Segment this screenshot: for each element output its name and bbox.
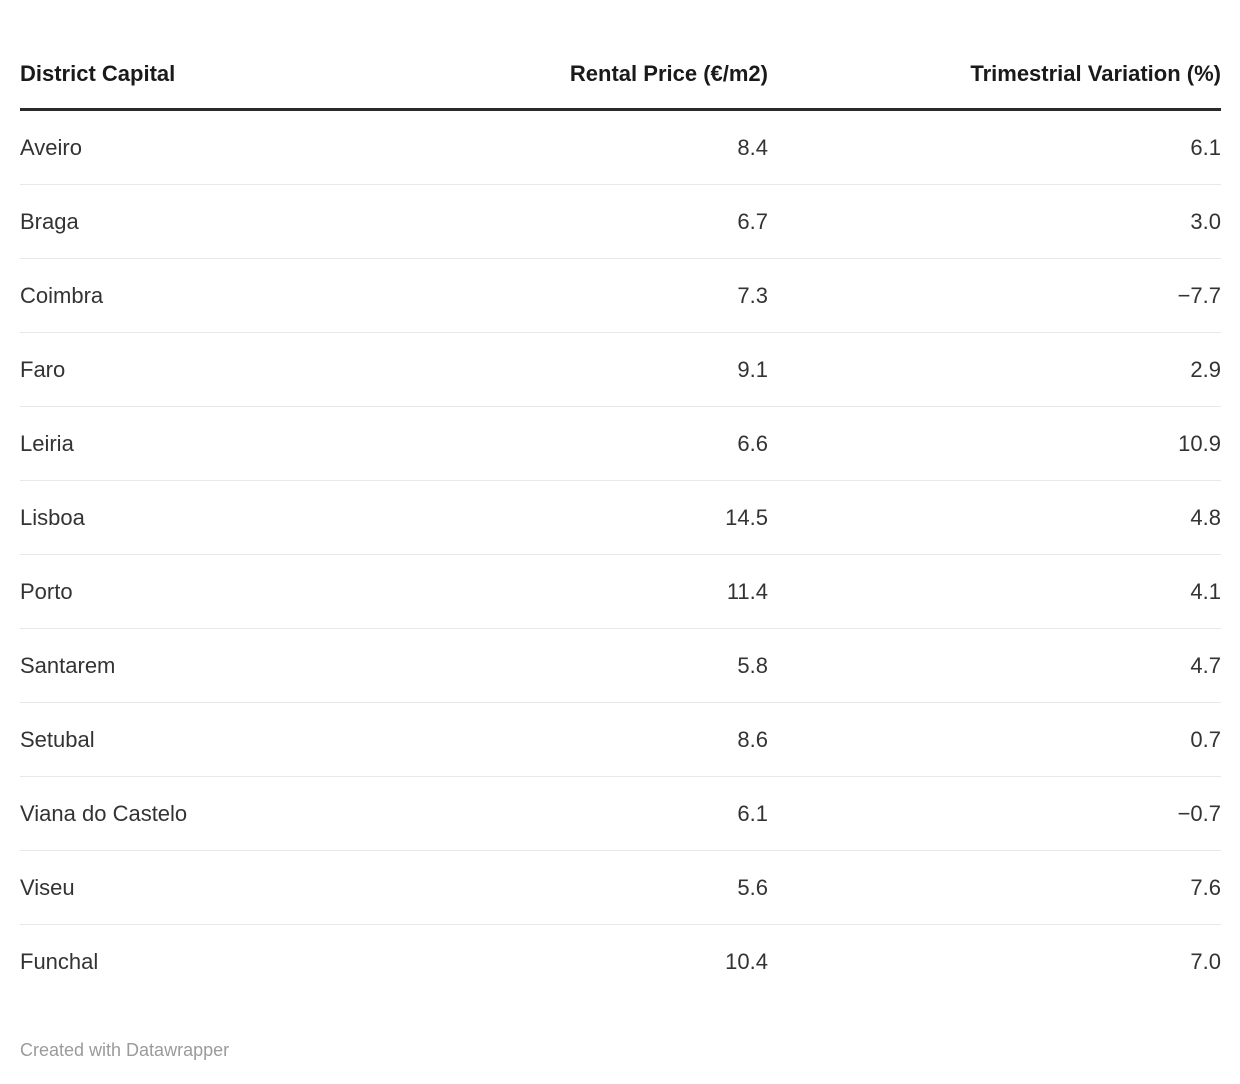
table-row: Funchal 10.4 7.0 bbox=[20, 925, 1221, 999]
cell-district-capital: Santarem bbox=[20, 628, 394, 703]
table-row: Braga 6.7 3.0 bbox=[20, 184, 1221, 259]
cell-rental-price: 8.4 bbox=[394, 109, 768, 185]
cell-trimestrial-variation: 4.7 bbox=[768, 628, 1221, 703]
cell-trimestrial-variation: 6.1 bbox=[768, 109, 1221, 185]
header-row: District Capital Rental Price (€/m2) Tri… bbox=[20, 40, 1221, 111]
cell-trimestrial-variation: 7.0 bbox=[1190, 948, 1221, 974]
table-row: Lisboa 14.5 4.8 bbox=[20, 480, 1221, 555]
table-row: Aveiro 8.4 6.1 bbox=[20, 109, 1221, 185]
cell-district-capital: Viseu bbox=[20, 850, 394, 925]
cell-rental-price: 9.1 bbox=[394, 332, 768, 407]
cell-rental-price: 10.4 bbox=[725, 948, 768, 974]
cell-trimestrial-variation: 7.6 bbox=[768, 850, 1221, 925]
cell-rental-price: 7.3 bbox=[394, 258, 768, 333]
cell-district-capital: Funchal bbox=[20, 948, 99, 974]
table-row: Setubal 8.6 0.7 bbox=[20, 702, 1221, 777]
column-header-district-capital: District Capital bbox=[20, 40, 394, 111]
data-table: District Capital Rental Price (€/m2) Tri… bbox=[20, 40, 1221, 998]
cell-district-capital: Aveiro bbox=[20, 109, 394, 185]
cell-trimestrial-variation: 4.8 bbox=[768, 480, 1221, 555]
cell-rental-price: 5.6 bbox=[394, 850, 768, 925]
table-row: Santarem 5.8 4.7 bbox=[20, 628, 1221, 703]
cell-rental-price: 6.6 bbox=[394, 406, 768, 481]
table-row: Leiria 6.6 10.9 bbox=[20, 406, 1221, 481]
cell-district-capital: Coimbra bbox=[20, 258, 394, 333]
column-header-rental-price: Rental Price (€/m2) bbox=[394, 40, 768, 111]
table-row: Viana do Castelo 6.1 −0.7 bbox=[20, 776, 1221, 851]
cell-rental-price: 6.1 bbox=[394, 776, 768, 851]
column-header-trimestrial-variation: Trimestrial Variation (%) bbox=[768, 40, 1221, 111]
cell-rental-price: 5.8 bbox=[394, 628, 768, 703]
cell-trimestrial-variation: 0.7 bbox=[768, 702, 1221, 777]
cell-trimestrial-variation: 4.1 bbox=[768, 554, 1221, 629]
cell-trimestrial-variation: 3.0 bbox=[768, 184, 1221, 259]
cell-trimestrial-variation: −7.7 bbox=[768, 258, 1221, 333]
datawrapper-credit-link[interactable]: Created with Datawrapper bbox=[20, 1040, 230, 1060]
cell-district-capital: Braga bbox=[20, 184, 394, 259]
table-row: Viseu 5.6 7.6 bbox=[20, 850, 1221, 925]
cell-trimestrial-variation: −0.7 bbox=[768, 776, 1221, 851]
cell-district-capital: Lisboa bbox=[20, 480, 394, 555]
cell-district-capital: Setubal bbox=[20, 702, 394, 777]
table-row: Porto 11.4 4.1 bbox=[20, 554, 1221, 629]
cell-trimestrial-variation: 10.9 bbox=[768, 406, 1221, 481]
cell-district-capital: Faro bbox=[20, 332, 394, 407]
table-row: Coimbra 7.3 −7.7 bbox=[20, 258, 1221, 333]
cell-trimestrial-variation: 2.9 bbox=[768, 332, 1221, 407]
cell-rental-price: 8.6 bbox=[394, 702, 768, 777]
cell-district-capital: Leiria bbox=[20, 406, 394, 481]
cell-district-capital: Porto bbox=[20, 554, 394, 629]
cell-rental-price: 14.5 bbox=[394, 480, 768, 555]
cell-rental-price: 11.4 bbox=[394, 554, 768, 629]
cell-rental-price: 6.7 bbox=[394, 184, 768, 259]
cell-district-capital: Viana do Castelo bbox=[20, 776, 394, 851]
table-row: Faro 9.1 2.9 bbox=[20, 332, 1221, 407]
table-body: Aveiro 8.4 6.1 Braga 6.7 3.0 Coimbra 7.3… bbox=[20, 109, 1221, 999]
